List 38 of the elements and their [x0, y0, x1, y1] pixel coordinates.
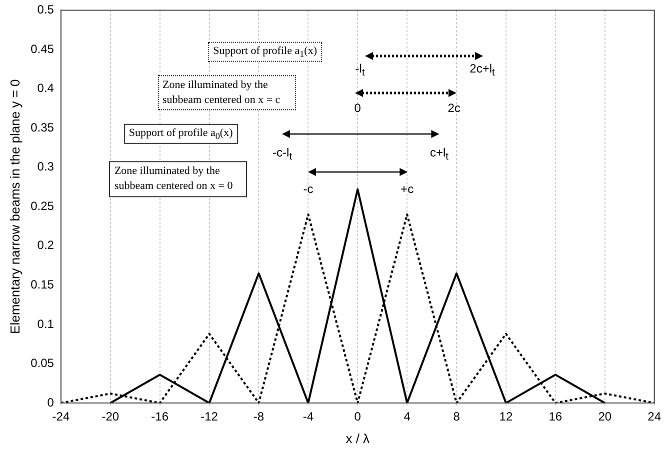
x-tick-label: 16 [548, 410, 562, 424]
y-axis-title: Elementary narrow beams in the plane y = 0 [7, 79, 22, 334]
annotation: +c [400, 182, 414, 196]
annotation: -l$_{t}$ [355, 61, 365, 79]
x-tick-label: 24 [648, 410, 662, 424]
x-tick-label: -24 [52, 410, 70, 424]
x-tick-label: 4 [404, 410, 411, 424]
y-tick-label: 0.3 [37, 160, 54, 174]
annotation: Support of profile a$_{1}$(x) [208, 42, 322, 62]
annotation: 0 [354, 100, 361, 115]
x-tick-label: -8 [253, 410, 264, 424]
y-tick-label: 0.15 [30, 277, 54, 292]
x-tick-label: -12 [200, 410, 218, 424]
annotation: -c [303, 182, 314, 196]
annotation: -c-l$_{t}$ [272, 145, 292, 163]
y-tick-label: 0.25 [30, 198, 54, 213]
annotation: c+l$_{t}$ [430, 145, 448, 163]
x-tick-label: 12 [499, 410, 513, 424]
annotation: 2c [448, 100, 460, 115]
annotation: Zone illuminated by the subbeam centered on x = c [158, 74, 296, 111]
y-tick-label: 0.2 [37, 238, 54, 252]
y-tick-label: 0.05 [30, 356, 54, 370]
y-tick-label: 0.45 [30, 42, 54, 56]
y-tick-label: 0 [47, 395, 54, 410]
y-tick-label: 0.35 [30, 120, 54, 134]
y-tick-label: 0.5 [37, 2, 54, 17]
x-tick-label: -16 [151, 410, 169, 424]
annotation: 2c+l$_{t}$ [470, 61, 495, 79]
x-tick-label: -4 [302, 410, 314, 424]
x-axis-title: x / λ [346, 430, 370, 446]
x-tick-label: 0 [354, 410, 362, 424]
y-tick-label: 0.1 [37, 316, 54, 331]
annotation: Zone illuminated by the subbeam centered on x = 0 [109, 161, 248, 197]
x-tick-label: 8 [453, 410, 460, 424]
y-tick-label: 0.4 [37, 81, 54, 96]
annotation: Support of profile a$_{0}$(x) [124, 123, 238, 144]
x-tick-label: -20 [102, 410, 120, 424]
x-tick-label: 20 [598, 410, 612, 424]
